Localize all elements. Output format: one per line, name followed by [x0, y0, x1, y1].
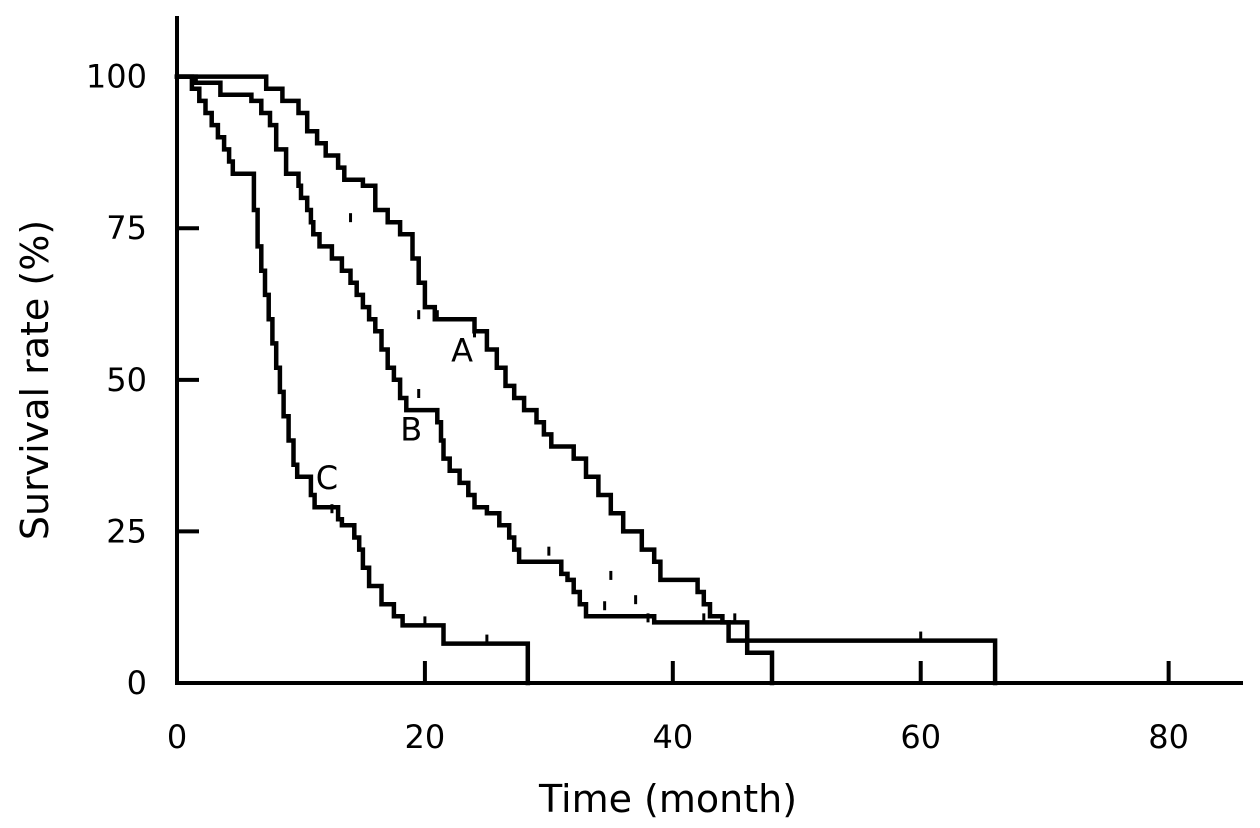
y-tick-label: 25	[106, 512, 147, 550]
curve-labels: A B C	[316, 332, 473, 497]
x-tick-label: 40	[652, 718, 693, 756]
survival-curve-a	[174, 74, 998, 686]
survival-curve-c	[174, 74, 531, 686]
x-tick-label: 80	[1148, 718, 1189, 756]
y-tick-label: 75	[106, 209, 147, 247]
survival-curves	[174, 74, 998, 686]
x-tick-label: 20	[405, 718, 446, 756]
y-tick-label: 100	[86, 58, 147, 96]
y-axis-title: Survival rate (%)	[13, 220, 57, 540]
y-tick-label: 50	[106, 361, 147, 399]
x-tick-label: 60	[900, 718, 941, 756]
curve-label-a: A	[451, 332, 473, 370]
survival-curve-b	[174, 74, 775, 686]
x-axis-title: Time (month)	[538, 777, 797, 821]
y-tick-label: 0	[127, 664, 147, 702]
x-tick-label: 0	[167, 718, 187, 756]
curve-label-b: B	[400, 410, 422, 448]
curve-label-c: C	[316, 459, 338, 497]
axes: 0 25 50 75 100 0 20 40 60 80	[86, 16, 1243, 756]
